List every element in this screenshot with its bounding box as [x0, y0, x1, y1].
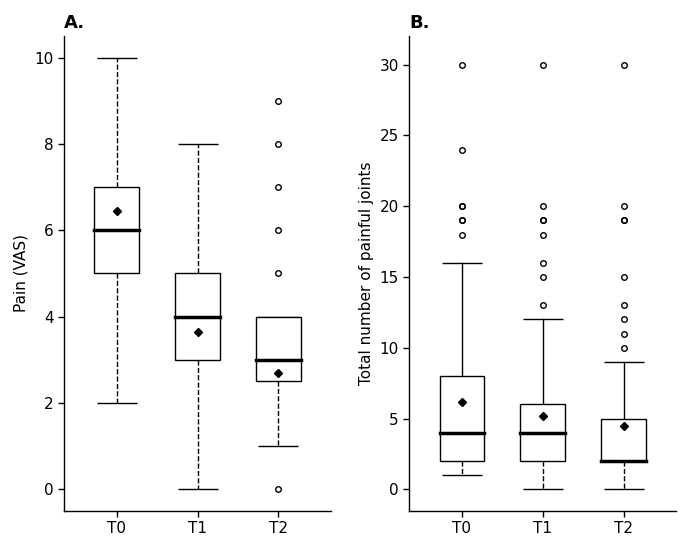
Y-axis label: Total number of painful joints: Total number of painful joints: [359, 162, 374, 385]
Y-axis label: Pain (VAS): Pain (VAS): [14, 234, 29, 312]
Bar: [256, 317, 301, 381]
Bar: [520, 404, 565, 461]
Bar: [95, 187, 139, 273]
Bar: [175, 273, 220, 360]
Bar: [440, 376, 484, 461]
Bar: [601, 419, 646, 461]
Text: B.: B.: [409, 14, 430, 32]
Text: A.: A.: [64, 14, 86, 32]
